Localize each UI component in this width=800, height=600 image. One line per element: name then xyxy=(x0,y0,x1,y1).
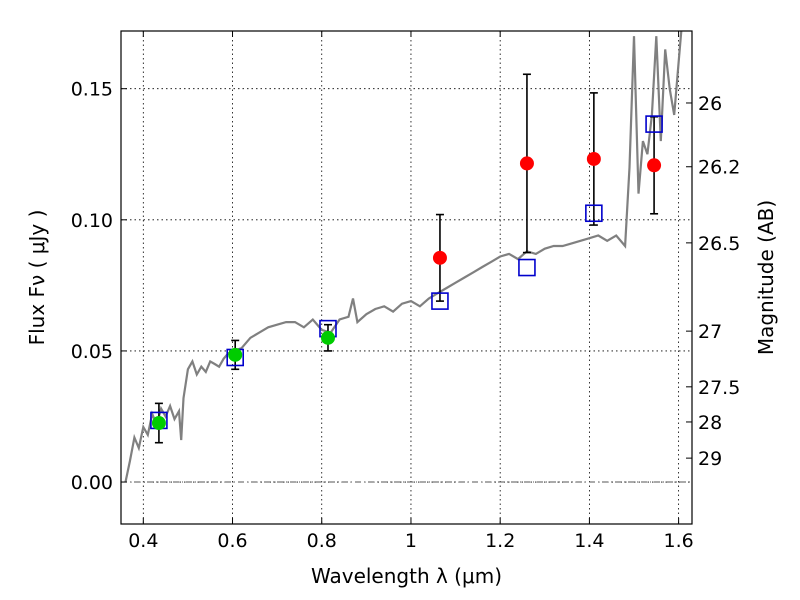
x-tick-label: 1 xyxy=(405,530,417,552)
optical-data-point xyxy=(228,347,243,362)
x-axis-label: Wavelength λ (μm) xyxy=(311,564,502,588)
y-tick-label: 0.10 xyxy=(71,210,113,232)
optical-data-point xyxy=(151,416,166,431)
magnitude-tick-label: 29 xyxy=(698,448,722,470)
magnitude-tick-label: 27 xyxy=(698,321,722,343)
model-spectrum-line xyxy=(124,31,683,483)
magnitude-tick-label: 28 xyxy=(698,412,722,434)
y-tick-label: 0.15 xyxy=(71,79,113,101)
y-axis-ticks: 0.00 0.05 0.10 0.15 xyxy=(71,79,127,494)
nir-data-point xyxy=(647,158,662,173)
magnitude-tick-label: 26.2 xyxy=(698,157,740,179)
magnitude-tick-label: 27.5 xyxy=(698,377,740,399)
magnitude-axis-label: Magnitude (AB) xyxy=(754,200,778,355)
x-axis-ticks: 0.4 0.6 0.8 1 1.2 1.4 1.6 xyxy=(128,31,694,552)
plot-frame xyxy=(120,30,693,525)
optical-data-point xyxy=(320,330,335,345)
x-tick-label: 0.6 xyxy=(217,530,247,552)
magnitude-tick-label: 26.5 xyxy=(698,233,740,255)
model-spectrum-layer xyxy=(124,31,683,483)
x-tick-label: 1.2 xyxy=(485,530,515,552)
nir-data-point xyxy=(519,156,534,171)
nir-data-point xyxy=(432,250,447,265)
grid-lines xyxy=(121,31,692,524)
nir-data-point xyxy=(586,151,601,166)
y-axis-label: Flux Fν ( μJy ) xyxy=(25,210,49,346)
model-photometry-point xyxy=(585,204,603,223)
magnitude-axis-ticks: 26 26.2 26.5 27 27.5 28 29 xyxy=(686,93,740,470)
model-photometry-point xyxy=(431,292,449,310)
x-tick-label: 0.8 xyxy=(307,530,337,552)
x-tick-label: 0.4 xyxy=(128,530,158,552)
x-tick-label: 1.6 xyxy=(664,530,694,552)
data-markers xyxy=(150,115,663,431)
y-tick-label: 0.00 xyxy=(71,472,113,494)
model-photometry-point xyxy=(645,115,663,133)
y-tick-label: 0.05 xyxy=(71,341,113,363)
x-tick-label: 1.4 xyxy=(574,530,604,552)
model-photometry-point xyxy=(518,258,536,277)
magnitude-tick-label: 26 xyxy=(698,93,722,115)
error-bars xyxy=(154,73,659,444)
